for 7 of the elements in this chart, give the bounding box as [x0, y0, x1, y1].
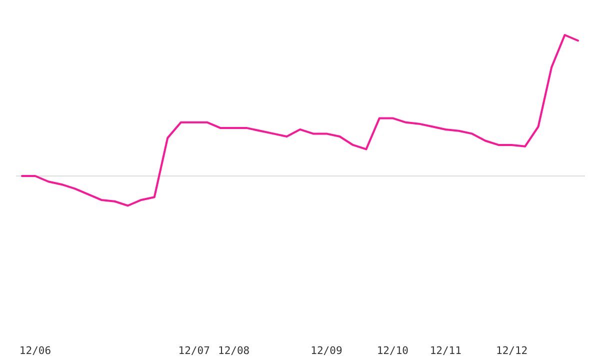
x-tick-label: 12/11: [430, 345, 462, 357]
x-tick-label: 12/10: [376, 345, 408, 357]
x-tick-label: 12/08: [218, 345, 250, 357]
x-tick-label: 12/12: [496, 345, 528, 357]
x-tick-label: 12/06: [19, 345, 52, 357]
x-tick-label: 12/07: [178, 345, 210, 357]
x-tick-label: 12/09: [310, 345, 342, 357]
